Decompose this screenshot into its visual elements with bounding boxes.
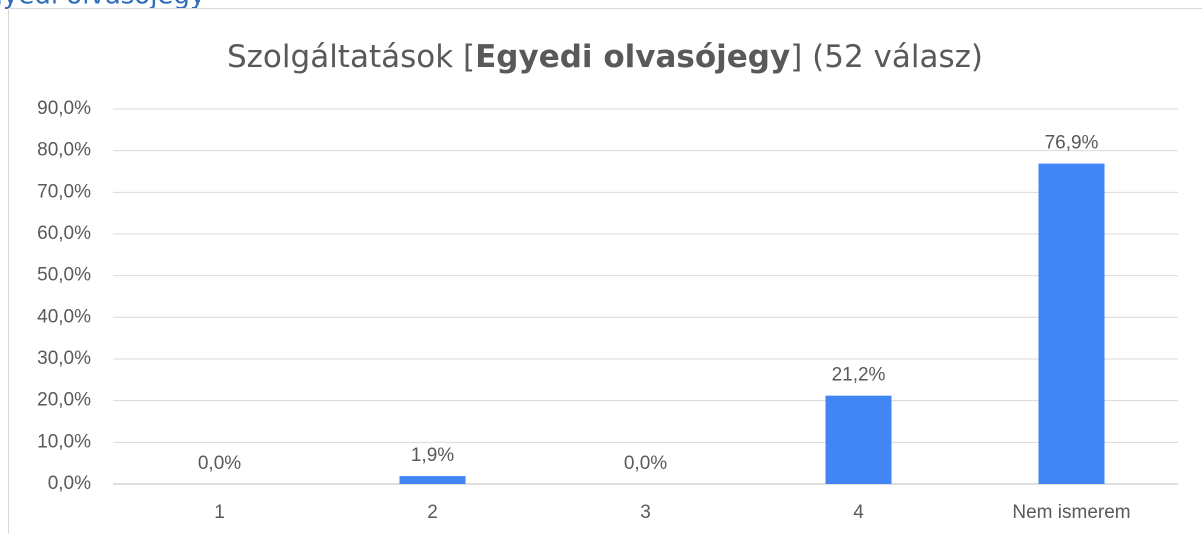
y-tick-label: 60,0%: [37, 223, 91, 244]
data-label: 0,0%: [198, 453, 241, 474]
x-tick-label: Nem ismerem: [1012, 502, 1130, 523]
x-tick-label: 3: [640, 502, 651, 523]
title-part: Szolgáltatások [: [227, 39, 475, 75]
data-label: 0,0%: [624, 453, 667, 474]
title-part: Egyedi olvasójegy: [475, 39, 790, 75]
y-tick-label: 10,0%: [37, 431, 91, 452]
chart-title: Szolgáltatások [Egyedi olvasójegy] (52 v…: [227, 39, 983, 75]
data-label: 76,9%: [1045, 133, 1099, 154]
x-tick-label: 2: [427, 502, 438, 523]
title-part: ] (52 válasz): [790, 39, 983, 75]
heading-fragment: Egyedi olvasójegy: [0, 0, 205, 11]
y-tick-label: 80,0%: [37, 140, 91, 161]
x-tick-label: 4: [853, 502, 864, 523]
y-tick-label: 40,0%: [37, 306, 91, 327]
x-tick-label: 1: [214, 502, 225, 523]
bar: [1038, 163, 1105, 485]
y-tick-label: 30,0%: [37, 348, 91, 369]
y-tick-label: 0,0%: [48, 473, 91, 494]
data-label: 21,2%: [832, 365, 886, 386]
chart-frame: [8, 8, 1202, 534]
data-label: 1,9%: [411, 445, 454, 466]
y-tick-label: 70,0%: [37, 181, 91, 202]
y-tick-label: 20,0%: [37, 390, 91, 411]
bar: [825, 395, 892, 484]
bar: [399, 476, 466, 484]
y-tick-label: 50,0%: [37, 265, 91, 286]
y-tick-label: 90,0%: [37, 98, 91, 119]
